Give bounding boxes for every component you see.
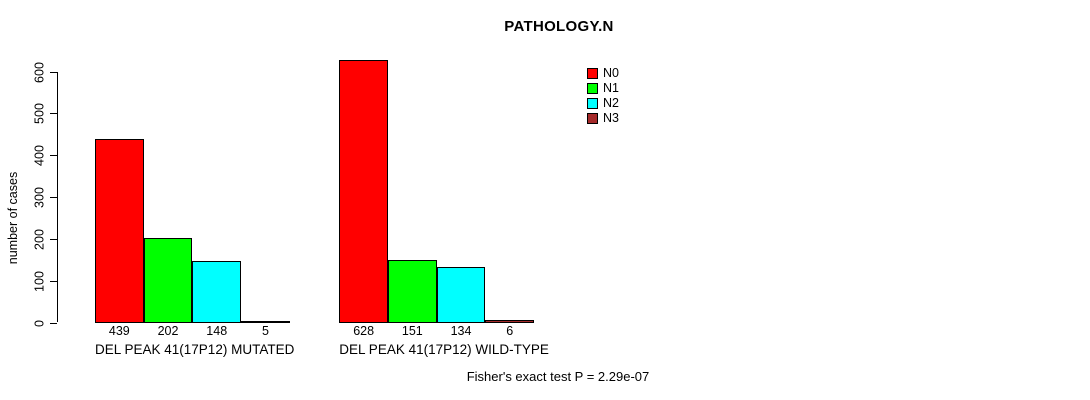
y-tick-label: 200 — [32, 228, 47, 250]
y-tick-label: 300 — [32, 187, 47, 208]
y-tick — [50, 280, 57, 282]
bar-value-label: 5 — [261, 324, 269, 338]
bar-value-label: 6 — [506, 324, 514, 338]
y-tick — [50, 71, 57, 73]
chart-title: PATHOLOGY.N — [504, 18, 614, 35]
legend-swatch-n1 — [587, 83, 598, 94]
legend-swatch-n3 — [587, 113, 598, 124]
y-tick — [50, 197, 57, 198]
legend-item: N0 — [587, 66, 619, 81]
bar-value-label: 151 — [401, 324, 423, 338]
y-tick — [50, 113, 57, 115]
bar-n3 — [241, 320, 290, 323]
category-label: DEL PEAK 41(17P12) WILD-TYPE — [339, 342, 549, 357]
y-tick — [50, 238, 57, 240]
bar-n2 — [436, 266, 486, 323]
bar-n0 — [95, 139, 144, 323]
legend-label: N0 — [603, 66, 619, 80]
legend-item: N2 — [587, 96, 619, 111]
y-tick-label: 100 — [32, 270, 47, 292]
bar-value-label: 439 — [108, 324, 130, 338]
bar-n3 — [485, 320, 535, 323]
legend-label: N1 — [603, 81, 619, 95]
bar-n0 — [339, 60, 388, 323]
legend-swatch-n0 — [587, 68, 598, 79]
bar-value-label: 202 — [157, 324, 179, 338]
legend-item: N3 — [587, 111, 619, 126]
y-tick-label: 0 — [32, 319, 47, 327]
legend-label: N2 — [603, 96, 619, 110]
bar-value-label: 628 — [353, 324, 375, 338]
bar-n2 — [192, 261, 242, 323]
bar-n1 — [388, 259, 437, 323]
bar-value-label: 134 — [450, 324, 472, 338]
legend-swatch-n2 — [587, 98, 598, 109]
legend: N0 N1 N2 N3 — [587, 66, 619, 126]
bar-n1 — [143, 238, 193, 323]
y-axis-line — [57, 72, 58, 322]
y-tick-label: 400 — [32, 145, 47, 167]
legend-item: N1 — [587, 81, 619, 96]
annotation-text: Fisher's exact test P = 2.29e-07 — [466, 369, 650, 384]
bar-value-label: 148 — [206, 324, 228, 338]
y-tick — [50, 322, 57, 324]
y-tick-label: 600 — [32, 61, 47, 83]
legend-label: N3 — [603, 111, 619, 125]
category-label: DEL PEAK 41(17P12) MUTATED — [95, 342, 295, 357]
y-tick-label: 500 — [32, 103, 47, 125]
y-tick — [50, 155, 57, 157]
y-axis-label: number of cases — [6, 171, 20, 265]
